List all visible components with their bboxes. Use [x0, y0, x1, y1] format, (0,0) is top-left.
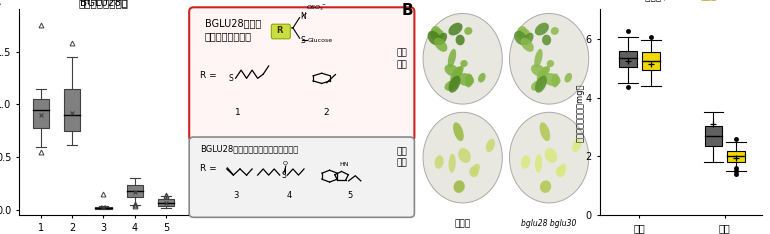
- Ellipse shape: [458, 148, 470, 163]
- Ellipse shape: [534, 49, 543, 68]
- Text: S: S: [229, 74, 233, 83]
- Ellipse shape: [521, 38, 534, 52]
- Ellipse shape: [543, 73, 561, 86]
- Y-axis label: 植物の乾燥重量（mg）: 植物の乾燥重量（mg）: [575, 83, 584, 142]
- Ellipse shape: [551, 73, 559, 88]
- Ellipse shape: [450, 66, 462, 81]
- Text: BGLU28の: BGLU28の: [80, 0, 127, 7]
- Title: BGLU28の
ミロシナーゼ活性: BGLU28の ミロシナーゼ活性: [79, 0, 129, 9]
- Ellipse shape: [537, 66, 549, 81]
- Text: 2: 2: [323, 108, 329, 117]
- Text: R =: R =: [200, 165, 217, 173]
- Ellipse shape: [437, 33, 447, 45]
- Ellipse shape: [541, 66, 550, 79]
- Text: 硫黄
不足: 硫黄 不足: [396, 148, 407, 168]
- Ellipse shape: [423, 112, 502, 203]
- Text: BGLU28が好まないグルコシノレート: BGLU28が好まないグルコシノレート: [200, 144, 299, 153]
- Ellipse shape: [517, 29, 531, 41]
- Ellipse shape: [510, 112, 589, 203]
- Text: Glucose: Glucose: [308, 38, 333, 43]
- Ellipse shape: [454, 180, 465, 193]
- Bar: [64, 88, 80, 131]
- Text: O: O: [283, 161, 288, 166]
- Text: グルコシノレート: グルコシノレート: [205, 31, 252, 41]
- Ellipse shape: [471, 164, 480, 175]
- Ellipse shape: [535, 23, 549, 35]
- Bar: [95, 207, 112, 209]
- Ellipse shape: [430, 26, 441, 38]
- Ellipse shape: [423, 14, 502, 104]
- Ellipse shape: [456, 35, 465, 45]
- Ellipse shape: [478, 73, 486, 83]
- Bar: [33, 99, 49, 128]
- FancyBboxPatch shape: [189, 7, 414, 141]
- Text: $OSO_3^-$: $OSO_3^-$: [306, 4, 326, 14]
- Text: 変異体: 変異体: [701, 0, 717, 1]
- Ellipse shape: [540, 180, 551, 193]
- Ellipse shape: [454, 66, 464, 79]
- Ellipse shape: [524, 33, 534, 45]
- FancyBboxPatch shape: [189, 137, 414, 217]
- Text: R =: R =: [200, 71, 217, 80]
- Text: bglu28 bglu30: bglu28 bglu30: [521, 219, 577, 228]
- Ellipse shape: [542, 35, 551, 45]
- Ellipse shape: [551, 27, 559, 35]
- Ellipse shape: [444, 80, 458, 91]
- Text: BGLU28が好む: BGLU28が好む: [205, 19, 261, 29]
- Text: 3: 3: [233, 191, 238, 200]
- Ellipse shape: [465, 73, 473, 88]
- Text: 5: 5: [348, 191, 353, 200]
- Text: R: R: [276, 26, 283, 36]
- Ellipse shape: [448, 154, 456, 173]
- Text: B: B: [401, 3, 413, 18]
- Text: 野生型 /: 野生型 /: [645, 0, 670, 1]
- Bar: [126, 185, 142, 197]
- FancyBboxPatch shape: [271, 24, 290, 39]
- Text: HN: HN: [340, 162, 349, 167]
- Text: N: N: [301, 12, 306, 21]
- Ellipse shape: [448, 49, 456, 68]
- Ellipse shape: [449, 75, 460, 93]
- Ellipse shape: [434, 38, 447, 52]
- Ellipse shape: [444, 64, 459, 77]
- Ellipse shape: [510, 14, 589, 104]
- Text: 1: 1: [235, 108, 241, 117]
- Ellipse shape: [572, 139, 581, 152]
- Bar: [705, 126, 722, 146]
- Ellipse shape: [521, 155, 531, 169]
- Bar: [619, 51, 637, 67]
- Ellipse shape: [547, 60, 554, 67]
- Bar: [642, 52, 660, 70]
- Ellipse shape: [535, 75, 547, 93]
- Ellipse shape: [517, 26, 527, 38]
- Ellipse shape: [531, 80, 545, 91]
- Ellipse shape: [556, 166, 565, 177]
- Ellipse shape: [434, 155, 444, 169]
- Ellipse shape: [448, 23, 463, 35]
- Bar: [728, 150, 745, 162]
- Ellipse shape: [453, 122, 464, 141]
- Ellipse shape: [531, 64, 545, 77]
- Text: 硫黄
十分: 硫黄 十分: [396, 49, 407, 69]
- Ellipse shape: [430, 29, 444, 41]
- Ellipse shape: [544, 148, 557, 163]
- Ellipse shape: [514, 31, 527, 45]
- Ellipse shape: [557, 164, 566, 175]
- Ellipse shape: [427, 31, 440, 45]
- Ellipse shape: [457, 73, 474, 86]
- Ellipse shape: [540, 122, 551, 141]
- Bar: [158, 199, 174, 206]
- Text: 4: 4: [287, 191, 293, 200]
- Text: 野生型: 野生型: [454, 219, 470, 228]
- Ellipse shape: [564, 73, 572, 83]
- Text: S: S: [300, 36, 305, 45]
- Ellipse shape: [535, 154, 542, 173]
- Ellipse shape: [460, 60, 467, 67]
- Ellipse shape: [464, 27, 472, 35]
- Ellipse shape: [469, 166, 479, 177]
- Text: S: S: [282, 171, 286, 180]
- Ellipse shape: [486, 139, 495, 152]
